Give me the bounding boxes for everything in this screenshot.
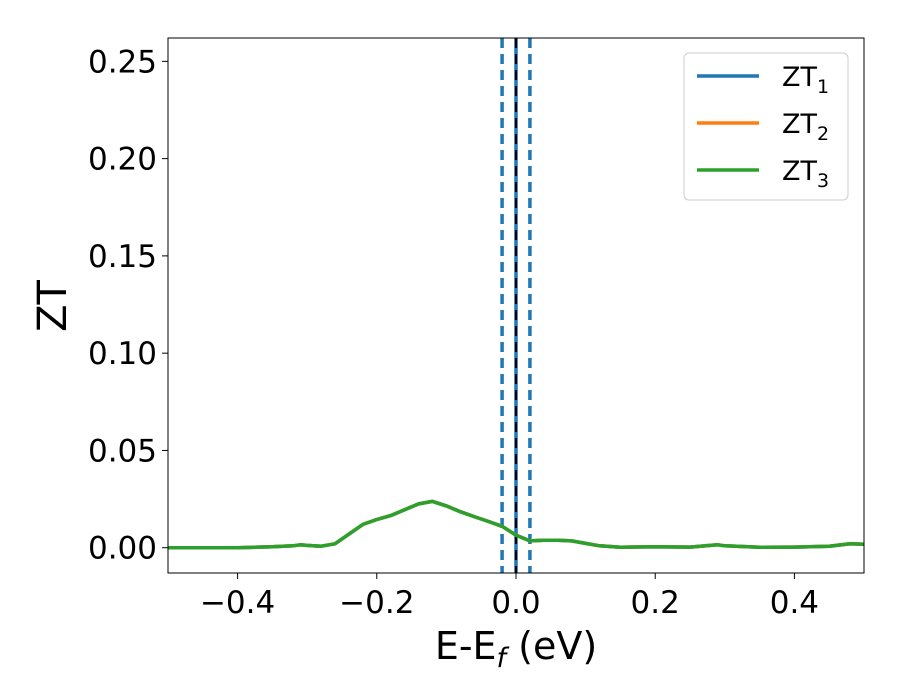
y-tick-label: 0.00 (88, 531, 157, 567)
legend-label-1: ZT1 (782, 62, 829, 98)
x-tick-label: 0.4 (770, 585, 819, 621)
legend-label-3: ZT3 (782, 156, 829, 192)
legend-frame (683, 52, 849, 201)
y-tick-label: 0.05 (88, 433, 157, 469)
series-line-3 (168, 499, 864, 550)
reference-lines (500, 38, 532, 573)
series-lines (168, 499, 864, 550)
y-axis-label: ZT (30, 280, 76, 332)
x-axis-label: E-Ef (eV) (435, 624, 597, 674)
y-tick-label: 0.25 (88, 44, 157, 80)
x-tick-label: −0.4 (200, 585, 275, 621)
x-tick-label: −0.2 (339, 585, 414, 621)
x-axis-ticks: −0.4 −0.2 0.0 0.2 0.4 (200, 573, 819, 621)
legend-label-2: ZT2 (782, 109, 829, 145)
legend: ZT1 ZT2 ZT3 (683, 52, 849, 201)
y-axis-ticks: 0.00 0.05 0.10 0.15 0.20 0.25 (88, 44, 168, 567)
y-tick-label: 0.15 (88, 239, 157, 275)
x-tick-label: 0.0 (491, 585, 540, 621)
y-tick-label: 0.10 (88, 336, 157, 372)
x-tick-label: 0.2 (631, 585, 680, 621)
y-tick-label: 0.20 (88, 142, 157, 178)
